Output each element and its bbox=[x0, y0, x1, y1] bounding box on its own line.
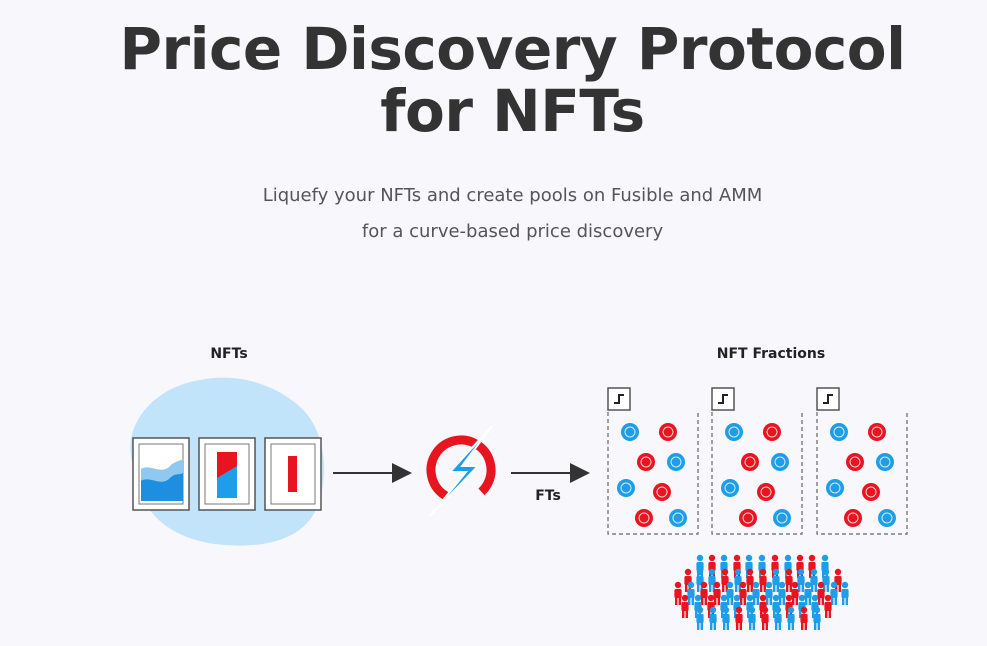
blue-person-icon bbox=[778, 581, 786, 605]
blue-person-icon bbox=[752, 581, 760, 605]
red-person-icon bbox=[684, 568, 692, 592]
red-token-icon bbox=[635, 509, 653, 527]
page-subtitle-line-1: Liquefy your NFTs and create pools on Fu… bbox=[262, 185, 763, 206]
page-title: Price Discovery Protocol for NFTs bbox=[0, 18, 987, 142]
blue-person-icon bbox=[830, 581, 838, 605]
blue-person-icon bbox=[797, 568, 805, 592]
blue-token-icon bbox=[617, 479, 635, 497]
red-person-icon bbox=[681, 594, 689, 618]
curve-icon bbox=[816, 387, 840, 411]
blue-person-icon bbox=[774, 606, 782, 630]
fts-arrow-label: FTs bbox=[535, 488, 561, 504]
blue-token-icon bbox=[725, 423, 743, 441]
red-token-icon bbox=[763, 423, 781, 441]
red-person-icon bbox=[824, 594, 832, 618]
red-person-icon bbox=[761, 606, 769, 630]
fraction-pool bbox=[607, 387, 699, 535]
blue-person-icon bbox=[748, 606, 756, 630]
nft-card-split bbox=[198, 437, 256, 511]
red-person-icon bbox=[800, 606, 808, 630]
red-person-icon bbox=[785, 568, 793, 592]
page-subtitle: Liquefy your NFTs and create pools on Fu… bbox=[0, 178, 987, 250]
curve-icon bbox=[607, 387, 631, 411]
blue-person-icon bbox=[841, 581, 849, 605]
blue-token-icon bbox=[721, 479, 739, 497]
red-person-icon bbox=[746, 568, 754, 592]
blue-token-icon bbox=[878, 509, 896, 527]
blue-person-icon bbox=[722, 606, 730, 630]
people-crowd bbox=[674, 554, 849, 630]
blue-person-icon bbox=[708, 568, 716, 592]
blue-token-icon bbox=[669, 509, 687, 527]
blue-person-icon bbox=[696, 606, 704, 630]
red-token-icon bbox=[862, 483, 880, 501]
red-person-icon bbox=[700, 581, 708, 605]
red-token-icon bbox=[868, 423, 886, 441]
red-person-icon bbox=[791, 581, 799, 605]
curve-icon bbox=[711, 387, 735, 411]
fusible-logo-icon bbox=[426, 425, 496, 517]
blue-token-icon bbox=[830, 423, 848, 441]
red-token-icon bbox=[757, 483, 775, 501]
nfts-label: NFTs bbox=[210, 346, 247, 362]
fraction-pool bbox=[711, 387, 803, 535]
blue-person-icon bbox=[810, 568, 818, 592]
page-title-line-2: for NFTs bbox=[380, 77, 645, 145]
red-person-icon bbox=[735, 606, 743, 630]
red-token-icon bbox=[653, 483, 671, 501]
page-title-line-1: Price Discovery Protocol bbox=[119, 15, 906, 83]
red-person-icon bbox=[739, 581, 747, 605]
blue-token-icon bbox=[771, 453, 789, 471]
red-person-icon bbox=[674, 581, 682, 605]
nft-card-bar bbox=[264, 437, 322, 511]
blue-token-icon bbox=[876, 453, 894, 471]
red-person-icon bbox=[713, 581, 721, 605]
blue-person-icon bbox=[813, 606, 821, 630]
red-person-icon bbox=[721, 568, 729, 592]
blue-person-icon bbox=[726, 581, 734, 605]
nft-fractions-label: NFT Fractions bbox=[717, 346, 825, 362]
blue-person-icon bbox=[787, 606, 795, 630]
fraction-pool bbox=[816, 387, 908, 535]
blue-person-icon bbox=[765, 581, 773, 605]
blue-person-icon bbox=[696, 568, 704, 592]
red-token-icon bbox=[659, 423, 677, 441]
red-token-icon bbox=[739, 509, 757, 527]
fraction-pools bbox=[607, 387, 908, 535]
red-token-icon bbox=[741, 453, 759, 471]
blue-person-icon bbox=[734, 568, 742, 592]
nft-card-wave bbox=[132, 437, 190, 511]
red-token-icon bbox=[846, 453, 864, 471]
blue-person-icon bbox=[709, 606, 717, 630]
blue-person-icon bbox=[822, 568, 830, 592]
page-subtitle-line-2: for a curve-based price discovery bbox=[361, 221, 664, 242]
red-token-icon bbox=[844, 509, 862, 527]
blue-person-icon bbox=[687, 581, 695, 605]
blue-token-icon bbox=[667, 453, 685, 471]
blue-token-icon bbox=[621, 423, 639, 441]
red-token-icon bbox=[637, 453, 655, 471]
red-person-icon bbox=[817, 581, 825, 605]
blue-token-icon bbox=[826, 479, 844, 497]
red-person-icon bbox=[759, 568, 767, 592]
blue-person-icon bbox=[804, 581, 812, 605]
red-person-icon bbox=[834, 568, 842, 592]
blue-person-icon bbox=[772, 568, 780, 592]
blue-token-icon bbox=[773, 509, 791, 527]
